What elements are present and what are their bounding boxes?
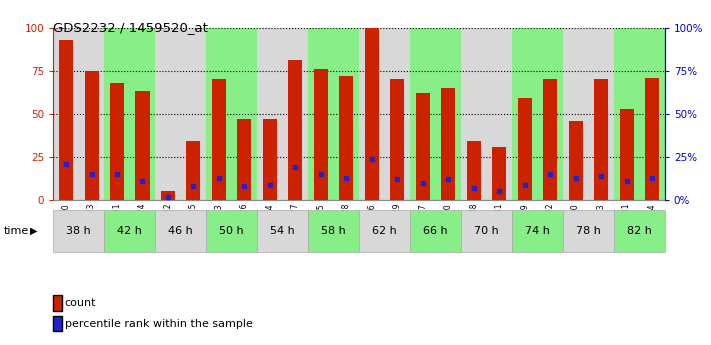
Bar (308, 28, 359, 200)
Bar (416, 93, 429, 200)
Bar (186, 141, 201, 200)
Bar (339, 76, 353, 200)
Bar (410, 210, 461, 252)
Bar (314, 69, 328, 200)
Text: 82 h: 82 h (627, 226, 652, 236)
Text: ▶: ▶ (30, 226, 38, 236)
Bar (53, 28, 105, 200)
Bar (365, 28, 379, 200)
Bar (645, 78, 659, 200)
Text: 62 h: 62 h (372, 226, 397, 236)
Text: 70 h: 70 h (474, 226, 499, 236)
Bar (155, 210, 206, 252)
Text: 46 h: 46 h (169, 226, 193, 236)
Bar (59, 40, 73, 200)
Bar (308, 210, 359, 252)
Bar (289, 60, 302, 200)
Bar (136, 91, 149, 200)
Bar (206, 28, 257, 200)
Bar (85, 71, 99, 200)
Bar (359, 210, 410, 252)
Bar (359, 28, 410, 200)
Bar (563, 28, 614, 200)
Text: time: time (4, 226, 29, 236)
Bar (105, 210, 155, 252)
Bar (161, 191, 175, 200)
Text: 74 h: 74 h (525, 226, 550, 236)
Text: 66 h: 66 h (423, 226, 448, 236)
Bar (110, 83, 124, 200)
Bar (466, 141, 481, 200)
Text: 50 h: 50 h (220, 226, 244, 236)
Bar (53, 210, 105, 252)
Bar (461, 210, 512, 252)
Bar (410, 28, 461, 200)
Bar (461, 28, 512, 200)
Bar (442, 88, 455, 200)
Bar (237, 119, 252, 200)
Bar (543, 79, 557, 200)
Bar (512, 28, 563, 200)
Bar (492, 147, 506, 200)
Bar (619, 109, 634, 200)
Bar (105, 28, 155, 200)
Bar (563, 210, 614, 252)
Bar (512, 210, 563, 252)
Bar (518, 98, 532, 200)
Bar (390, 79, 405, 200)
Bar (257, 210, 308, 252)
Bar (155, 28, 206, 200)
Text: 42 h: 42 h (117, 226, 142, 236)
Text: 78 h: 78 h (576, 226, 601, 236)
Text: 54 h: 54 h (270, 226, 295, 236)
Bar (614, 28, 665, 200)
Text: percentile rank within the sample: percentile rank within the sample (65, 319, 252, 328)
Text: count: count (65, 298, 96, 307)
Text: GDS2232 / 1459520_at: GDS2232 / 1459520_at (53, 21, 208, 34)
Bar (569, 121, 582, 200)
Text: 38 h: 38 h (66, 226, 91, 236)
Bar (263, 119, 277, 200)
Text: 58 h: 58 h (321, 226, 346, 236)
Bar (212, 79, 226, 200)
Bar (206, 210, 257, 252)
Bar (257, 28, 308, 200)
Bar (614, 210, 665, 252)
Bar (594, 79, 608, 200)
